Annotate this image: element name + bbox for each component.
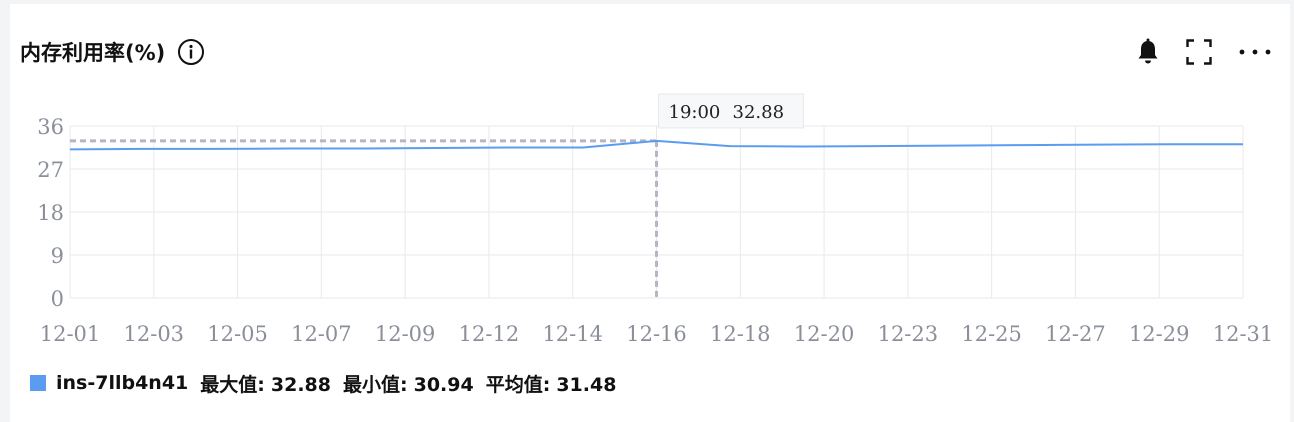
x-tick-label: 12-12	[459, 322, 520, 346]
panel-title: 内存利用率(%)	[20, 41, 166, 65]
x-tick-label: 12-29	[1129, 322, 1190, 346]
legend-max-value: 32.88	[270, 373, 331, 396]
legend-avg-label: 平均值:	[485, 373, 551, 396]
x-tick-label: 12-23	[878, 322, 939, 346]
x-tick-label: 12-18	[710, 322, 771, 346]
x-tick-label: 12-05	[207, 322, 268, 346]
x-axis-ticks: 12-01 12-03 12-05 12-07 12-09 12-12 12-14 12-16…	[40, 322, 1274, 346]
legend-min-label: 最小值:	[343, 373, 408, 396]
series-line[interactable]	[69, 139, 1243, 151]
legend-avg: 平均值: 31.48	[486, 370, 617, 397]
x-tick-label: 12-14	[542, 322, 603, 346]
y-tick-label: 36	[37, 115, 64, 139]
x-tick-label: 12-01	[40, 322, 101, 346]
crosshair	[70, 139, 658, 298]
y-tick-label: 0	[51, 287, 64, 311]
legend-max-label: 最大值:	[200, 373, 265, 396]
chart-legend: ins-7llb4n41 最大值: 32.88 最小值: 30.94 平均值: 31.…	[30, 370, 616, 396]
legend-avg-value: 31.48	[556, 373, 617, 396]
bell-icon[interactable]	[1136, 38, 1160, 66]
series-layer	[69, 139, 1243, 151]
info-icon[interactable]	[177, 38, 205, 66]
panel-toolbar	[1136, 34, 1272, 70]
y-axis-ticks: 0 9 18 27 36	[37, 115, 64, 311]
x-tick-label: 12-16	[626, 322, 687, 346]
x-tick-label: 12-31	[1213, 322, 1274, 346]
y-tick-label: 18	[37, 201, 64, 225]
fullscreen-icon[interactable]	[1186, 39, 1212, 65]
tooltip-value: 32.88	[733, 102, 785, 123]
y-tick-label: 9	[51, 244, 64, 268]
tooltip-time: 19:00	[669, 102, 721, 123]
metric-card	[10, 4, 1290, 422]
x-tick-label: 12-25	[961, 322, 1022, 346]
panel-header: 内存利用率(%)	[20, 34, 205, 70]
more-icon[interactable]	[1238, 48, 1272, 56]
x-tick-label: 12-07	[291, 322, 352, 346]
legend-series-name[interactable]: ins-7llb4n41	[56, 372, 189, 394]
legend-min: 最小值: 30.94	[343, 370, 474, 397]
y-tick-label: 27	[37, 158, 64, 182]
legend-swatch[interactable]	[30, 375, 46, 391]
legend-min-value: 30.94	[413, 373, 474, 396]
x-tick-label: 12-27	[1045, 322, 1106, 346]
tooltip: 19:00 32.88	[658, 93, 804, 129]
x-tick-label: 12-20	[794, 322, 855, 346]
tooltip-box	[658, 93, 804, 129]
legend-max: 最大值: 32.88	[200, 370, 331, 397]
x-tick-label: 12-03	[124, 322, 185, 346]
x-tick-label: 12-09	[375, 322, 436, 346]
